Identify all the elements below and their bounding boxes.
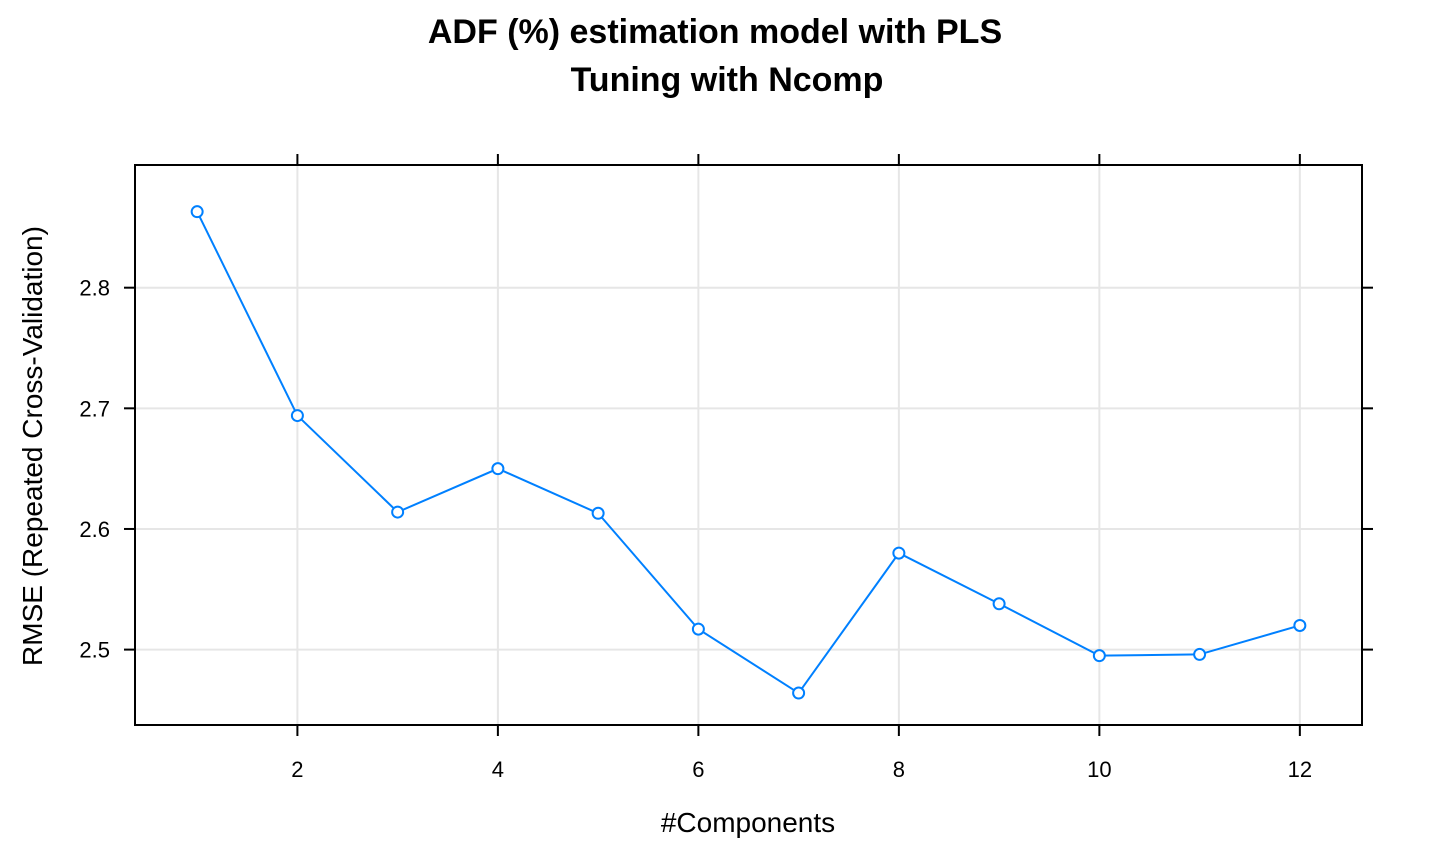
y-tick-label: 2.7 (79, 396, 110, 421)
y-tick-label: 2.8 (79, 276, 110, 301)
x-tick-label: 4 (492, 757, 504, 782)
data-point (893, 548, 904, 559)
x-axis-label: #Components (661, 807, 835, 838)
data-point (292, 410, 303, 421)
x-tick-label: 2 (291, 757, 303, 782)
data-point (693, 624, 704, 635)
y-tick-label: 2.6 (79, 517, 110, 542)
y-axis-label: RMSE (Repeated Cross-Validation) (17, 226, 48, 666)
data-point (1094, 650, 1105, 661)
chart-subtitle: Tuning with Ncomp (571, 61, 884, 99)
data-point (192, 206, 203, 217)
plot-frame (135, 165, 1362, 725)
data-point (793, 688, 804, 699)
grid-layer (135, 165, 1362, 725)
chart-title: ADF (%) estimation model with PLS (428, 13, 1002, 51)
data-point (994, 598, 1005, 609)
x-tick-label: 10 (1087, 757, 1111, 782)
tick-layer: 2 4 6 8 10 12 2.5 2.6 2.7 2.8 (79, 154, 1373, 782)
data-point (392, 507, 403, 518)
series-line (197, 212, 1300, 693)
x-tick-label: 8 (893, 757, 905, 782)
x-tick-label: 12 (1288, 757, 1312, 782)
data-point (492, 463, 503, 474)
data-point (593, 508, 604, 519)
data-point (1294, 620, 1305, 631)
series-layer (192, 206, 1306, 698)
x-tick-label: 6 (692, 757, 704, 782)
data-point (1194, 649, 1205, 660)
y-tick-label: 2.5 (79, 638, 110, 663)
